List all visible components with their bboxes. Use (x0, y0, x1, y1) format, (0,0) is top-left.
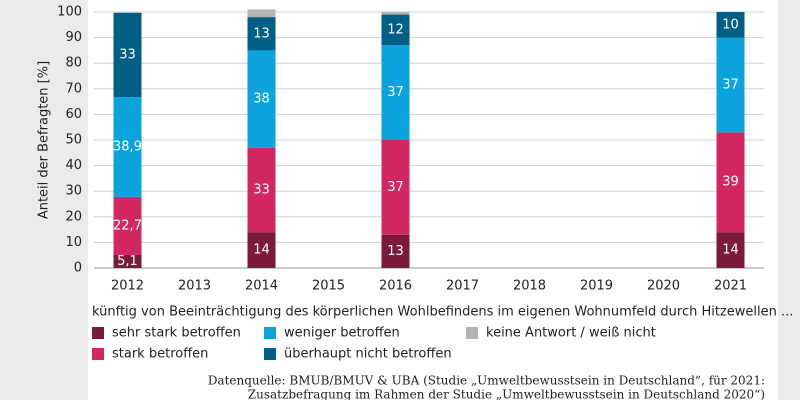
y-tick-label: 20 (65, 209, 82, 224)
x-tick-label: 2020 (647, 279, 680, 294)
y-tick-label: 60 (65, 107, 82, 122)
data-label: 37 (387, 180, 404, 195)
legend-label: weniger betroffen (284, 326, 400, 341)
data-label: 33 (253, 182, 270, 197)
bar-segment (381, 12, 410, 15)
legend-swatch (92, 327, 104, 339)
y-tick-label: 50 (65, 133, 82, 148)
bar-segment (247, 232, 276, 268)
legend-swatch (264, 327, 276, 339)
data-label: 37 (722, 77, 739, 92)
data-label: 5,1 (117, 254, 138, 269)
y-axis-label: Anteil der Befragten [%] (37, 61, 52, 219)
legend-label: überhaupt nicht betroffen (284, 347, 452, 362)
legend-swatch (92, 348, 104, 360)
bar-segment (113, 196, 142, 255)
data-label: 38 (253, 92, 270, 107)
bar-segment (113, 97, 142, 197)
y-tick-label: 40 (65, 158, 82, 173)
bar-segment (381, 140, 410, 235)
data-label: 39 (722, 175, 739, 190)
bar-segment (113, 254, 142, 268)
plot-background (88, 0, 778, 400)
x-tick-label: 2013 (178, 279, 211, 294)
data-label: 33 (119, 48, 136, 63)
x-tick-label: 2017 (446, 279, 479, 294)
data-label: 22,7 (113, 218, 142, 233)
y-tick-label: 30 (65, 184, 82, 199)
bar-segment (247, 9, 276, 18)
y-tick-label: 10 (65, 235, 82, 250)
bar-segment (247, 147, 276, 233)
data-label: 14 (253, 243, 270, 258)
legend-label: stark betroffen (112, 347, 208, 362)
bar-segment (247, 17, 276, 51)
bar-segment (381, 234, 410, 268)
data-label: 37 (387, 85, 404, 100)
legend-label: sehr stark betroffen (112, 326, 241, 341)
y-tick-label: 100 (57, 5, 82, 20)
x-tick-label: 2012 (111, 279, 144, 294)
y-tick-label: 0 (74, 261, 82, 276)
x-tick-label: 2019 (580, 279, 613, 294)
y-tick-label: 80 (65, 56, 82, 71)
x-tick-label: 2016 (379, 279, 412, 294)
bar-segment (716, 132, 745, 233)
x-axis-label: künftig von Beeinträchtigung des körperl… (92, 305, 793, 320)
bar-segment (716, 232, 745, 268)
data-label: 14 (722, 243, 739, 258)
bar-segment (381, 45, 410, 140)
legend-swatch (466, 327, 478, 339)
data-label: 38,9 (113, 140, 142, 155)
data-label: 13 (253, 26, 270, 41)
x-tick-label: 2014 (245, 279, 278, 294)
y-tick-label: 90 (65, 30, 82, 45)
source: Datenquelle: BMUB/BMUV & UBA (Studie „Um… (208, 374, 765, 388)
legend-swatch (264, 348, 276, 360)
bar-segment (716, 12, 745, 38)
bar-segment (113, 12, 142, 98)
bar-segment (247, 50, 276, 148)
y-tick-label: 70 (65, 81, 82, 96)
x-tick-label: 2018 (513, 279, 546, 294)
data-label: 10 (722, 17, 739, 32)
bar-segment (716, 37, 745, 133)
data-label: 12 (387, 22, 404, 37)
x-tick-label: 2021 (714, 279, 747, 294)
bar-segment (381, 14, 410, 46)
x-tick-label: 2015 (312, 279, 345, 294)
legend-label: keine Antwort / weiß nicht (486, 326, 656, 341)
source: Zusatzbefragung im Rahmen der Studie „Um… (248, 388, 765, 400)
data-label: 13 (387, 244, 404, 259)
